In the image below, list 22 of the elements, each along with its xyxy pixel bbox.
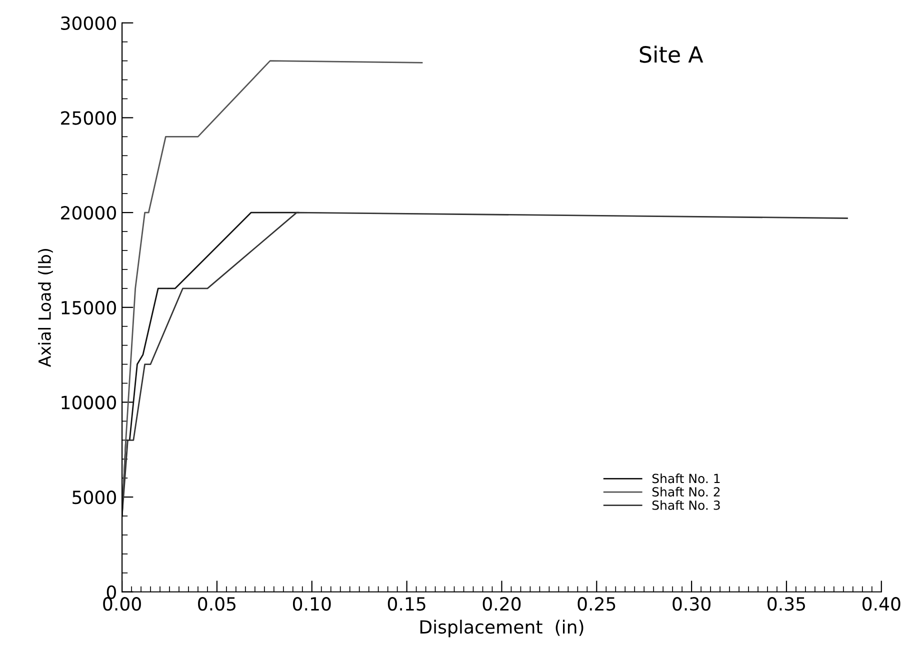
text: Site A bbox=[640, 46, 704, 63]
y-tick-label: 5000 bbox=[72, 490, 116, 504]
legend-label: Shaft No. 3 bbox=[652, 500, 720, 510]
y-tick-label: 30000 bbox=[61, 16, 116, 30]
x-tick-label: 0.15 bbox=[388, 597, 426, 611]
legend-label: Shaft No. 1 bbox=[652, 474, 720, 484]
y-tick-label: 10000 bbox=[62, 396, 116, 410]
x-axis-title: Displacement (in) bbox=[420, 620, 584, 638]
x-tick-label: 0.40 bbox=[862, 597, 900, 611]
y-tick-label: 20000 bbox=[61, 206, 116, 220]
y-axis-title: Axial Load (lb) bbox=[38, 249, 53, 368]
y-tick-label: 25000 bbox=[61, 111, 116, 125]
x-tick-label: 0.00 bbox=[103, 597, 141, 611]
x-tick-label: 0.05 bbox=[198, 597, 236, 611]
y-tick-label: 0 bbox=[106, 585, 116, 599]
y-tick-label: 15000 bbox=[62, 300, 116, 314]
x-tick-label: 0.35 bbox=[768, 597, 806, 611]
x-tick-label: 0.20 bbox=[482, 597, 521, 611]
x-tick-label: 0.30 bbox=[672, 597, 710, 611]
legend-label: Shaft No. 2 bbox=[652, 486, 720, 497]
x-tick-label: 0.10 bbox=[292, 597, 331, 611]
x-tick-label: 0.25 bbox=[578, 597, 616, 611]
